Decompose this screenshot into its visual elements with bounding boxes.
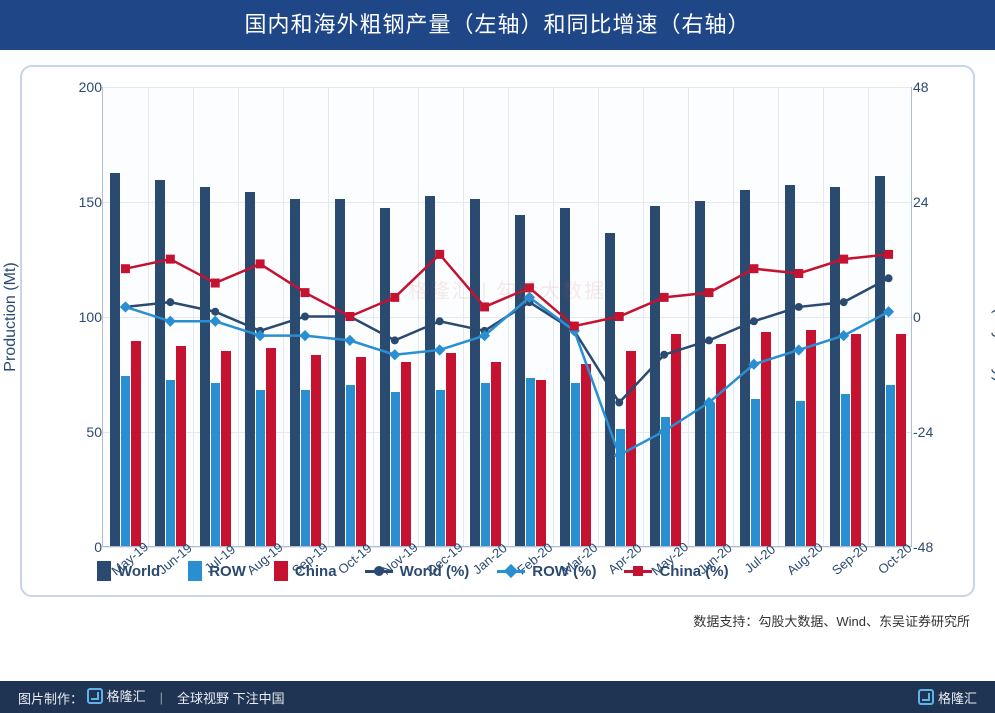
marker-ROW (%) bbox=[299, 330, 310, 341]
marker-China (%) bbox=[660, 293, 669, 302]
y-label-right: Growth (% y-on-y) bbox=[990, 252, 995, 382]
marker-China (%) bbox=[525, 283, 534, 292]
lines-layer bbox=[103, 87, 911, 546]
marker-China (%) bbox=[570, 322, 579, 331]
y-tick-left: 200 bbox=[52, 79, 102, 95]
marker-China (%) bbox=[480, 302, 489, 311]
marker-World (%) bbox=[795, 303, 803, 311]
y-tick-right: -24 bbox=[913, 424, 963, 440]
y-tick-left: 100 bbox=[52, 309, 102, 325]
y-axis-left: 050100150200 bbox=[52, 87, 102, 547]
y-tick-right: 24 bbox=[913, 194, 963, 210]
marker-World (%) bbox=[436, 317, 444, 325]
marker-World (%) bbox=[615, 399, 623, 407]
marker-China (%) bbox=[615, 312, 624, 321]
y-tick-right: -48 bbox=[913, 539, 963, 555]
chart-container: 050100150200 -48-2402448 Production (Mt)… bbox=[20, 65, 975, 597]
footer-brand-text: 格隆汇 bbox=[107, 686, 146, 705]
footer-divider: | bbox=[160, 690, 163, 705]
marker-ROW (%) bbox=[255, 330, 266, 341]
plot-area: 格隆汇 | 勾股大数据 bbox=[102, 87, 912, 547]
y-tick-right: 0 bbox=[913, 309, 963, 325]
marker-China (%) bbox=[794, 269, 803, 278]
marker-China (%) bbox=[435, 250, 444, 259]
marker-ROW (%) bbox=[210, 316, 221, 327]
marker-China (%) bbox=[390, 293, 399, 302]
y-tick-left: 150 bbox=[52, 194, 102, 210]
marker-ROW (%) bbox=[838, 330, 849, 341]
marker-China (%) bbox=[211, 279, 220, 288]
data-support-text: 数据支持：勾股大数据、Wind、东吴证券研究所 bbox=[0, 605, 995, 630]
marker-China (%) bbox=[301, 288, 310, 297]
x-tick: Jul-19 bbox=[201, 542, 238, 576]
x-axis: May-19Jun-19Jul-19Aug-19Sep-19Oct-19Nov-… bbox=[102, 547, 908, 607]
y-label-left: Production (Mt) bbox=[2, 262, 20, 371]
marker-World (%) bbox=[705, 336, 713, 344]
footer-brand-right: 格隆汇 bbox=[918, 688, 977, 707]
marker-World (%) bbox=[660, 351, 668, 359]
marker-ROW (%) bbox=[389, 349, 400, 360]
marker-World (%) bbox=[391, 336, 399, 344]
footer-made-by-label: 图片制作： bbox=[18, 692, 83, 707]
marker-ROW (%) bbox=[614, 450, 625, 461]
footer-right-brand-text: 格隆汇 bbox=[938, 688, 977, 707]
marker-World (%) bbox=[211, 308, 219, 316]
legend-marker-icon bbox=[374, 566, 384, 576]
marker-China (%) bbox=[749, 264, 758, 273]
marker-China (%) bbox=[884, 250, 893, 259]
marker-ROW (%) bbox=[883, 306, 894, 317]
marker-World (%) bbox=[840, 298, 848, 306]
legend-swatch-line bbox=[624, 570, 652, 573]
footer-brand-left: 格隆汇 bbox=[87, 686, 146, 705]
y-tick-left: 50 bbox=[52, 424, 102, 440]
legend-swatch-line bbox=[497, 570, 525, 573]
plot-surface: 050100150200 -48-2402448 Production (Mt)… bbox=[102, 87, 908, 547]
y-tick-left: 0 bbox=[52, 539, 102, 555]
marker-China (%) bbox=[345, 312, 354, 321]
marker-ROW (%) bbox=[120, 301, 131, 312]
brand-logo-icon bbox=[918, 689, 934, 705]
marker-ROW (%) bbox=[434, 344, 445, 355]
y-tick-right: 48 bbox=[913, 79, 963, 95]
footer-bar: 图片制作： 格隆汇 | 全球视野 下注中国 格隆汇 bbox=[0, 681, 995, 713]
marker-China (%) bbox=[705, 288, 714, 297]
footer-tagline: 全球视野 下注中国 bbox=[177, 688, 285, 707]
footer-made-by: 图片制作： 格隆汇 bbox=[18, 686, 146, 708]
marker-ROW (%) bbox=[165, 316, 176, 327]
chart-title: 国内和海外粗钢产量（左轴）和同比增速（右轴） bbox=[0, 0, 995, 50]
marker-China (%) bbox=[166, 255, 175, 264]
y-axis-right: -48-2402448 bbox=[913, 87, 963, 547]
marker-World (%) bbox=[885, 274, 893, 282]
x-tick: Jul-20 bbox=[741, 542, 778, 576]
marker-ROW (%) bbox=[344, 335, 355, 346]
marker-China (%) bbox=[839, 255, 848, 264]
marker-World (%) bbox=[750, 317, 758, 325]
marker-ROW (%) bbox=[793, 344, 804, 355]
marker-World (%) bbox=[166, 298, 174, 306]
brand-logo-icon bbox=[87, 688, 103, 704]
marker-World (%) bbox=[301, 313, 309, 321]
legend-swatch-line bbox=[365, 570, 393, 573]
marker-China (%) bbox=[256, 259, 265, 268]
marker-China (%) bbox=[121, 264, 130, 273]
legend-marker-icon bbox=[633, 566, 643, 576]
